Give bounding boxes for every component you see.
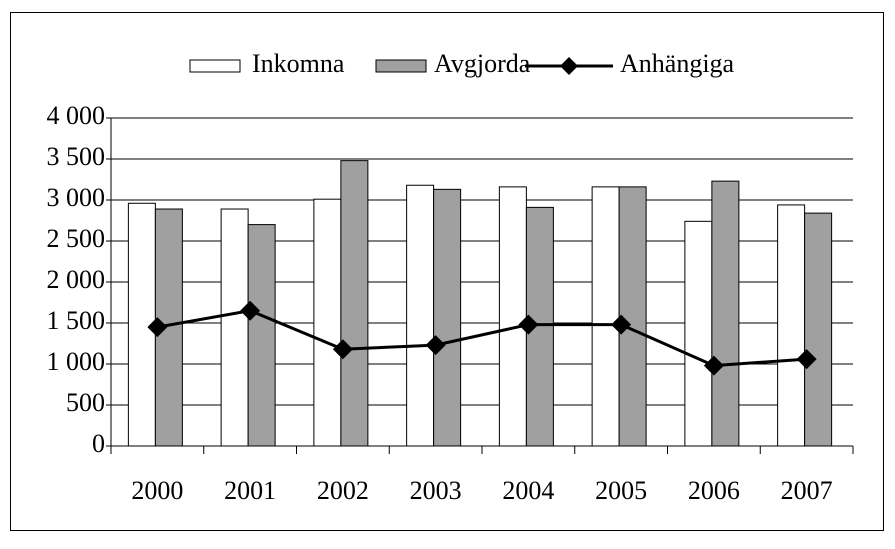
y-tick-label: 3 000 — [47, 183, 106, 212]
y-tick-label: 2 500 — [47, 224, 106, 253]
marker — [796, 349, 817, 370]
x-tick-label: 2000 — [131, 476, 183, 505]
legend-marker — [560, 57, 578, 75]
bar — [711, 180, 740, 447]
y-tick-label: 1 500 — [47, 306, 106, 335]
y-tick-label: 500 — [66, 388, 105, 417]
bar — [220, 208, 249, 447]
y-tick-label: 3 500 — [47, 142, 106, 171]
x-tick-label: 2006 — [688, 476, 740, 505]
y-tick-label: 0 — [92, 429, 105, 458]
bar — [777, 204, 806, 447]
bar — [684, 220, 713, 447]
legend-label: Anhängiga — [620, 49, 735, 78]
legend-label: Avgjorda — [434, 49, 531, 78]
marker — [518, 314, 539, 335]
y-tick-label: 2 000 — [47, 265, 106, 294]
x-tick-label: 2004 — [502, 476, 554, 505]
bar — [618, 186, 647, 447]
x-tick-label: 2005 — [595, 476, 647, 505]
marker — [147, 317, 168, 338]
y-tick-label: 1 000 — [47, 347, 106, 376]
bar — [340, 160, 369, 447]
x-tick-label: 2002 — [317, 476, 369, 505]
line — [157, 309, 807, 368]
legend-label: Inkomna — [252, 49, 345, 78]
marker — [332, 339, 353, 360]
x-tick-label: 2003 — [410, 476, 462, 505]
marker — [611, 314, 632, 335]
legend-swatch — [189, 59, 241, 73]
x-tick-label: 2001 — [224, 476, 276, 505]
marker — [703, 355, 724, 376]
bar — [313, 198, 342, 447]
x-tick-label: 2007 — [781, 476, 833, 505]
bar — [433, 188, 462, 447]
bar — [804, 212, 833, 447]
y-tick-label: 4 000 — [47, 101, 106, 130]
legend-swatch — [375, 59, 427, 73]
bar — [498, 186, 527, 447]
bar — [406, 184, 435, 447]
bar — [247, 224, 276, 447]
bar — [591, 186, 620, 447]
marker — [240, 300, 261, 321]
marker — [425, 335, 446, 356]
